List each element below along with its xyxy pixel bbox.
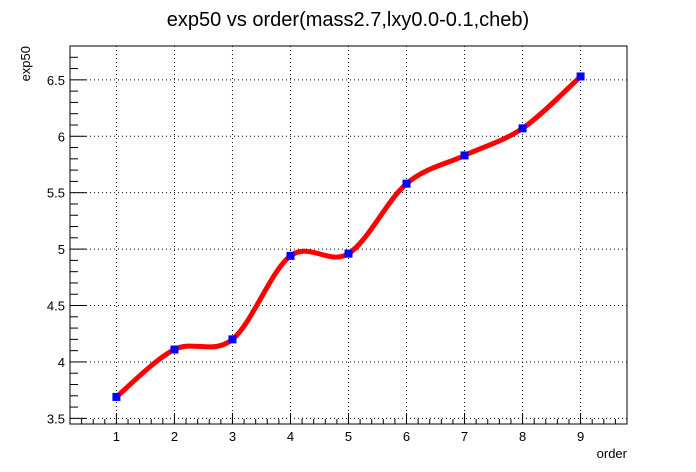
y-tick-label: 5 [58, 242, 65, 257]
data-point-marker [576, 72, 585, 81]
x-tick-label: 3 [229, 429, 236, 444]
y-tick-label: 4.5 [47, 299, 65, 314]
x-tick-label: 1 [113, 429, 120, 444]
axis-ticks: 1 2 3 4 5 6 7 8 9 3.5 4 4.5 5 5.5 6 6.5 [47, 45, 628, 444]
data-point-marker [112, 392, 121, 401]
series-line [113, 73, 584, 400]
data-point-marker [402, 179, 411, 188]
x-tick-label: 2 [171, 429, 178, 444]
x-axis-label: order [597, 446, 628, 461]
data-point-marker [170, 345, 179, 354]
series-markers [112, 72, 585, 401]
x-tick-label: 6 [403, 429, 410, 444]
x-tick-label: 7 [461, 429, 468, 444]
y-tick-label: 3.5 [47, 411, 65, 426]
series-curves [113, 73, 584, 400]
data-point-marker [286, 251, 295, 260]
x-tick-label: 9 [577, 429, 584, 444]
data-point-marker [460, 151, 469, 160]
y-tick-label: 4 [58, 355, 65, 370]
data-point-marker [518, 124, 527, 133]
y-tick-label: 6.5 [47, 73, 65, 88]
y-tick-label: 6 [58, 129, 65, 144]
grid-lines [70, 46, 627, 424]
chart-title: exp50 vs order(mass2.7,lxy0.0-0.1,cheb) [167, 9, 529, 31]
y-axis-label: exp50 [18, 46, 33, 81]
data-point-marker [228, 335, 237, 344]
data-point-marker [344, 249, 353, 258]
x-tick-label: 8 [519, 429, 526, 444]
x-tick-label: 4 [287, 429, 294, 444]
x-tick-label: 5 [345, 429, 352, 444]
y-tick-label: 5.5 [47, 186, 65, 201]
